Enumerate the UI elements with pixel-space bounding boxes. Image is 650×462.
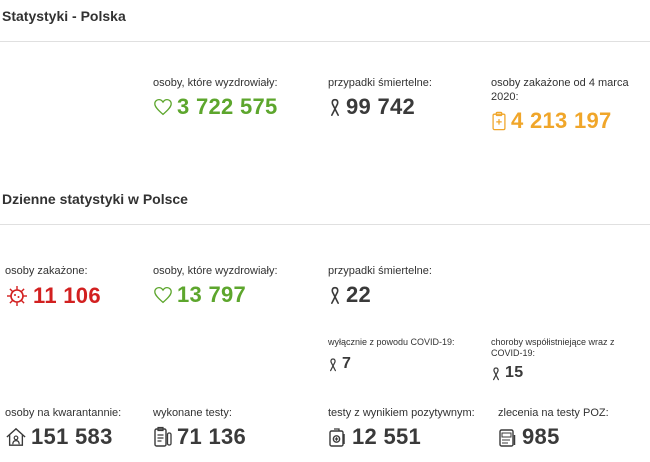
stat-daily-infected: osoby zakażone: 11 106 — [5, 264, 101, 308]
test-clipboard-icon — [153, 426, 173, 448]
stat-value: 15 — [505, 364, 524, 381]
stat-daily-recovered: osoby, które wyzdrowiały: 13 797 — [153, 264, 278, 306]
stat-label: przypadki śmiertelne: — [328, 77, 432, 89]
stat-daily-positive-tests: testy z wynikiem pozytywnym: 12 551 — [328, 406, 475, 448]
stat-daily-tests: wykonane testy: 71 136 — [153, 406, 246, 448]
stat-daily-deaths-comorbid: choroby współistniejące wraz z COVID-19:… — [491, 337, 646, 381]
home-person-icon — [5, 427, 27, 447]
virus-icon — [5, 284, 29, 308]
stat-poland-deaths: przypadki śmiertelne: 99 742 — [328, 76, 432, 118]
stat-value: 11 106 — [33, 283, 101, 308]
ribbon-icon — [328, 357, 338, 372]
section-title-daily: Dzienne statystyki w Polsce — [2, 191, 188, 207]
stat-poland-infected: osoby zakażone od 4 marca 2020: 4 213 19… — [491, 76, 641, 132]
heart-icon — [153, 286, 173, 304]
stat-label: testy z wynikiem pozytywnym: — [328, 407, 475, 419]
stat-value: 71 136 — [177, 424, 247, 449]
ribbon-icon — [491, 366, 501, 381]
stat-label: zlecenia na testy POZ: — [498, 407, 609, 419]
stat-value: 985 — [522, 424, 560, 449]
heart-icon — [153, 98, 173, 116]
ribbon-icon — [328, 285, 342, 305]
stat-label: osoby, które wyzdrowiały: — [153, 265, 278, 277]
stat-label: choroby współistniejące wraz z COVID-19: — [491, 337, 615, 358]
stat-value: 99 742 — [346, 94, 416, 119]
stat-label: wykonane testy: — [153, 407, 232, 419]
stat-label: wyłącznie z powodu COVID-19: — [328, 337, 455, 347]
clipboard-medical-icon — [491, 111, 507, 131]
stat-value: 12 551 — [352, 424, 422, 449]
stat-label: osoby zakażone: — [5, 265, 88, 277]
stat-poland-recovered: osoby, które wyzdrowiały: 3 722 575 — [153, 76, 278, 118]
poz-card-icon — [498, 426, 518, 448]
stat-label: przypadki śmiertelne: — [328, 265, 432, 277]
stat-value: 151 583 — [31, 424, 113, 449]
stat-daily-quarantine: osoby na kwarantannie: 151 583 — [5, 406, 121, 448]
ribbon-icon — [328, 97, 342, 117]
stat-daily-deaths: przypadki śmiertelne: 22 — [328, 264, 432, 306]
stat-value: 7 — [342, 355, 352, 372]
stat-label: osoby na kwarantannie: — [5, 407, 122, 419]
stat-value: 3 722 575 — [177, 94, 278, 119]
divider — [0, 224, 650, 225]
divider — [0, 41, 650, 42]
stat-daily-deaths-covid-only: wyłącznie z powodu COVID-19: 7 — [328, 337, 455, 372]
positive-test-icon — [328, 426, 348, 448]
stat-label: osoby, które wyzdrowiały: — [153, 77, 278, 89]
stat-value: 22 — [346, 282, 372, 307]
section-title-poland: Statystyki - Polska — [2, 8, 126, 24]
stat-value: 4 213 197 — [511, 108, 612, 133]
stat-value: 13 797 — [177, 282, 247, 307]
stat-daily-poz-orders: zlecenia na testy POZ: 985 — [498, 406, 609, 448]
stat-label: osoby zakażone od 4 marca 2020: — [491, 77, 629, 103]
